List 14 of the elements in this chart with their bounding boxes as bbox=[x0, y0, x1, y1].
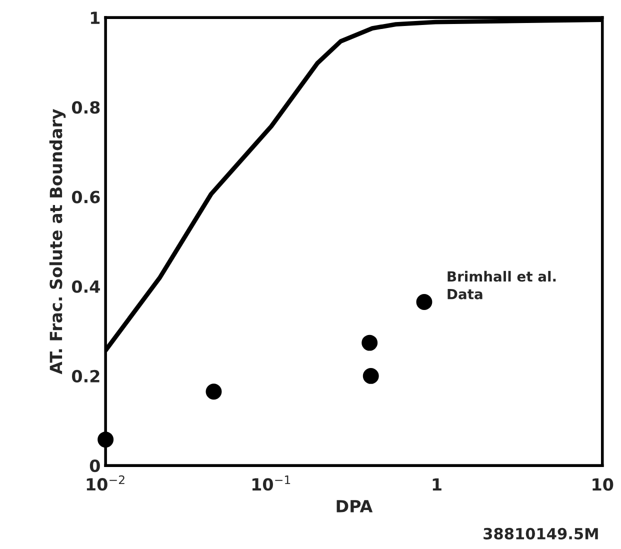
y-tick-label: 0.4 bbox=[72, 280, 100, 293]
y-tick-label: 0 bbox=[90, 460, 100, 472]
y-tick-label: 0.8 bbox=[72, 101, 100, 114]
x-axis-title: DPA bbox=[336, 500, 373, 512]
y-axis-title: AT. Frac. Solute at Boundary bbox=[49, 109, 66, 374]
x-tick-label: 10$^{−1}$ bbox=[252, 476, 290, 491]
series-label: Brimhall et al. Data bbox=[448, 270, 556, 300]
y-tick-label: 0.6 bbox=[72, 190, 100, 204]
y-tick-label: 1 bbox=[90, 12, 100, 24]
text: 38810149.5M bbox=[484, 528, 598, 540]
y-tick-label: 0.2 bbox=[72, 370, 100, 383]
x-tick-label: 1 bbox=[432, 478, 442, 491]
x-tick-label: 10 bbox=[592, 478, 614, 491]
x-tick-label: 10$^{−2}$ bbox=[86, 475, 124, 491]
